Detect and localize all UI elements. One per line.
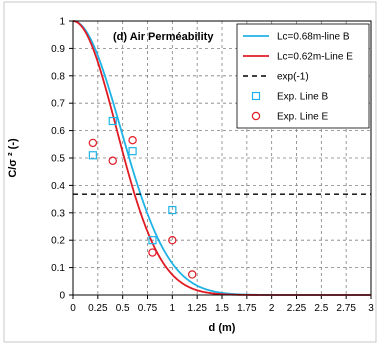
y-tick-label: 1 [59, 17, 65, 28]
x-tick-label: 0.75 [138, 303, 158, 314]
x-tick-label: 2.25 [287, 303, 307, 314]
x-tick-label: 1.25 [187, 303, 207, 314]
y-tick-label: 0.4 [51, 181, 65, 192]
x-tick-label: 1.5 [215, 303, 229, 314]
x-tick-label: 2.5 [314, 303, 328, 314]
data-point [168, 205, 177, 215]
y-tick-label: 0.5 [51, 154, 65, 165]
data-point [168, 235, 177, 245]
y-tick-label: 0.8 [51, 71, 65, 82]
legend-label: Exp. Line B [277, 92, 328, 103]
x-tick-label: 2 [269, 303, 275, 314]
legend-swatch [251, 91, 261, 101]
legend-label: Exp. Line E [277, 112, 328, 123]
y-tick-label: 0.7 [51, 99, 65, 110]
chart-title: (d) Air Perméability [113, 31, 214, 43]
legend-box [236, 23, 370, 129]
legend-label: Lc=0.68m-line B [277, 32, 350, 43]
y-tick-label: 0.3 [51, 208, 65, 219]
legend-label: Lc=0.62m-Line E [277, 52, 353, 63]
data-point [88, 138, 98, 148]
x-tick-label: 0 [70, 303, 76, 314]
data-point [108, 156, 117, 165]
y-tick-label: 0.6 [51, 126, 65, 137]
y-tick-label: 0 [59, 291, 65, 302]
plot-area-border [72, 20, 372, 296]
y-tick-label: 0.1 [51, 263, 65, 274]
x-axis-label: d (m) [209, 322, 236, 334]
legend: Lc=0.68m-line B Lc=0.62m-Line E exp(-1) Exp… [236, 23, 370, 129]
data-point [187, 270, 197, 279]
x-tick-label: 0.25 [88, 303, 108, 314]
x-axis-ticks: 0 0.25 0.5 0.75 1 1.25 1.5 1.75 2 2.25 2.5 2.75 3 [70, 295, 374, 314]
legend-label: exp(-1) [277, 72, 309, 83]
data-point [128, 135, 137, 145]
data-point [88, 151, 97, 160]
data-point [148, 248, 157, 257]
x-tick-label: 0.5 [116, 303, 130, 314]
legend-swatch [251, 111, 261, 121]
data-point [148, 236, 157, 245]
x-tick-label: 1 [170, 303, 176, 314]
y-tick-label: 0.2 [51, 236, 65, 247]
x-tick-label: 2.75 [336, 303, 356, 314]
y-axis-label: C/σ ² (-) [7, 138, 19, 178]
y-tick-label: 0.9 [51, 44, 65, 55]
x-tick-label: 1.75 [237, 303, 257, 314]
data-point [108, 116, 117, 126]
y-axis-ticks: 0 0.1 0.2 0.3 0.4 0.5 0.6 0.7 0.8 0.9 1 [51, 17, 73, 302]
data-point [128, 147, 137, 156]
x-tick-label: 3 [368, 303, 374, 314]
